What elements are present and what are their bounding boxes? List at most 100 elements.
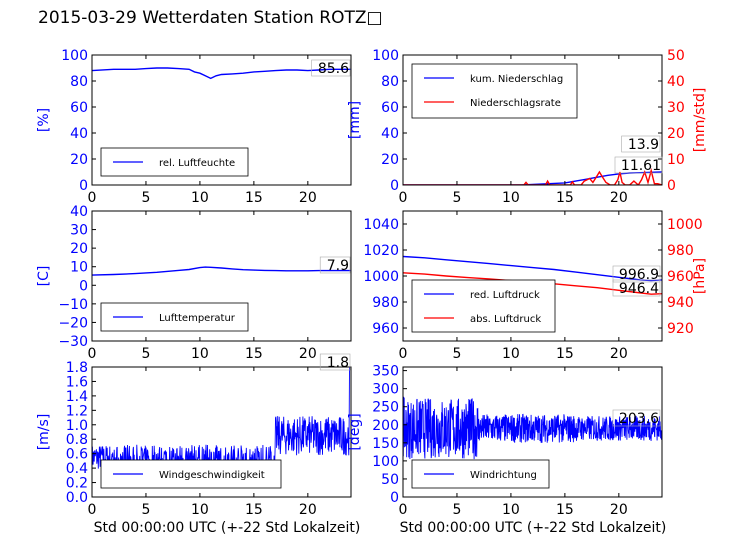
legend-label: abs. Luftdruck bbox=[470, 314, 541, 325]
x-tick-label: 5 bbox=[141, 502, 150, 518]
panel-pressure: 0 5 10 15 20 960 980 1000 1020 1040 920 940 960 980 10… bbox=[363, 210, 708, 362]
x-tick-label: 15 bbox=[556, 346, 574, 362]
y-tick-label: 0.4 bbox=[66, 461, 88, 477]
series-line-red-luftdruck bbox=[403, 255, 662, 282]
y-tick-label: 80 bbox=[381, 74, 399, 90]
figure-title: 2015-03-29 Wetterdaten Station ROTZ□ bbox=[38, 8, 383, 28]
y-tick-label: 250 bbox=[372, 400, 399, 416]
axes-frame bbox=[402, 366, 663, 498]
value-annotation: 13.9 bbox=[628, 137, 659, 153]
y-tick-label: 1.8 bbox=[66, 360, 88, 376]
y-tick-label: 350 bbox=[372, 364, 399, 380]
x-tick-label: 0 bbox=[88, 502, 97, 518]
y-tick-label: 1.2 bbox=[66, 403, 88, 419]
value-annotation: 7.9 bbox=[327, 258, 349, 274]
y-tick-label: 20 bbox=[381, 152, 399, 168]
y-tick-label: 60 bbox=[70, 100, 88, 116]
y-tick-label: 10 bbox=[70, 260, 88, 276]
value-annotation: 11.61 bbox=[621, 158, 661, 174]
y-tick-label: 980 bbox=[372, 295, 399, 311]
value-annotation-box bbox=[612, 409, 661, 427]
series-line-windrichtung bbox=[403, 396, 662, 460]
series-group bbox=[92, 266, 351, 276]
value-annotation: 85.6 bbox=[318, 61, 349, 77]
x-tick-label: 15 bbox=[556, 502, 574, 518]
y-tick-label-right: 50 bbox=[667, 48, 685, 64]
x-axis-label-right: Std 00:00:00 UTC (+-22 Std Lokalzeit) bbox=[400, 520, 667, 536]
y-tick-label: 1020 bbox=[363, 243, 399, 259]
y-tick-label-right: 0 bbox=[667, 178, 676, 194]
x-tick-label: 10 bbox=[502, 190, 520, 206]
legend-label: rel. Luftfeuchte bbox=[159, 158, 235, 169]
y-tick-label-right: 10 bbox=[667, 152, 685, 168]
y-tick-label: 60 bbox=[381, 100, 399, 116]
legend-label: Lufttemperatur bbox=[159, 313, 236, 324]
panel-temperature: 0 5 10 15 20 −30 −20 −10 0 10 20 30 40 [C] Lufttempera… bbox=[36, 204, 352, 362]
value-annotation: 996.9 bbox=[619, 267, 659, 283]
y-tick-label: 40 bbox=[70, 126, 88, 142]
panel-wind_speed: 0 5 10 15 200.00.20.40.60.81.01.21.41.61.8[m… bbox=[36, 353, 352, 518]
x-tick-label: 0 bbox=[399, 502, 408, 518]
x-tick-label: 10 bbox=[191, 502, 209, 518]
y-tick-label: 0.6 bbox=[66, 447, 88, 463]
y-tick-label: 0 bbox=[79, 178, 88, 194]
y-tick-label: 150 bbox=[372, 436, 399, 452]
y-tick-label: 1.4 bbox=[66, 389, 88, 405]
y-tick-label: −10 bbox=[58, 297, 88, 313]
axes-frame bbox=[91, 210, 352, 342]
value-annotation-box bbox=[612, 265, 661, 283]
value-annotation: 203.6 bbox=[619, 411, 659, 427]
legend-box bbox=[411, 279, 556, 333]
y-tick-label: 0.2 bbox=[66, 476, 88, 492]
y-tick-label: 0 bbox=[390, 178, 399, 194]
y-tick-label: −30 bbox=[58, 334, 88, 350]
x-tick-label: 0 bbox=[88, 190, 97, 206]
y-tick-label: 0 bbox=[390, 490, 399, 506]
y-axis-label-right: [hPa] bbox=[692, 258, 708, 294]
panel-wind_dir: 0 5 10 15 20050100150200250300350[deg]Windri… bbox=[347, 364, 663, 518]
x-tick-label: 20 bbox=[299, 346, 317, 362]
y-tick-label-right: 30 bbox=[667, 100, 685, 116]
legend-label: red. Luftdruck bbox=[470, 290, 540, 301]
y-tick-label: −20 bbox=[58, 315, 88, 331]
y-tick-label-right: 20 bbox=[667, 126, 685, 142]
y-tick-label: 0.8 bbox=[66, 432, 88, 448]
y-tick-label-right: 980 bbox=[667, 243, 694, 259]
y-tick-label: 100 bbox=[372, 454, 399, 470]
y-tick-label: 80 bbox=[70, 74, 88, 90]
y-tick-label: 20 bbox=[70, 241, 88, 257]
value-annotation-box bbox=[621, 135, 661, 153]
y-axis-label: [m/s] bbox=[36, 414, 52, 451]
value-annotation-box bbox=[311, 59, 351, 77]
value-annotation-box bbox=[614, 156, 663, 174]
y-tick-label: 40 bbox=[381, 126, 399, 142]
axes-frame bbox=[91, 54, 352, 186]
series-line-rel-luftfeuchte bbox=[92, 67, 351, 80]
y-tick-label: 20 bbox=[70, 152, 88, 168]
x-tick-label: 5 bbox=[452, 502, 461, 518]
y-tick-label: 0.0 bbox=[66, 490, 88, 506]
x-tick-label: 0 bbox=[399, 346, 408, 362]
x-tick-label: 5 bbox=[141, 346, 150, 362]
x-tick-label: 20 bbox=[299, 502, 317, 518]
x-tick-label: 15 bbox=[245, 190, 263, 206]
y-tick-label-right: 1000 bbox=[667, 217, 703, 233]
x-tick-label: 10 bbox=[502, 502, 520, 518]
y-axis-label: [C] bbox=[36, 266, 52, 287]
x-tick-label: 10 bbox=[191, 190, 209, 206]
x-tick-label: 20 bbox=[610, 346, 628, 362]
y-tick-label: 1040 bbox=[363, 217, 399, 233]
legend-label: Niederschlagsrate bbox=[470, 98, 561, 109]
y-tick-label-right: 940 bbox=[667, 295, 694, 311]
axes-frame bbox=[402, 54, 663, 186]
legend-label: Windgeschwindigkeit bbox=[159, 470, 265, 481]
y-axis-label: [mm] bbox=[347, 101, 363, 139]
value-annotation-box bbox=[319, 256, 351, 274]
y-tick-label: 1.6 bbox=[66, 374, 88, 390]
y-tick-label-right: 960 bbox=[667, 269, 694, 285]
x-tick-label: 20 bbox=[299, 190, 317, 206]
x-tick-label: 15 bbox=[245, 502, 263, 518]
y-tick-label-right: 40 bbox=[667, 74, 685, 90]
x-tick-label: 5 bbox=[452, 190, 461, 206]
